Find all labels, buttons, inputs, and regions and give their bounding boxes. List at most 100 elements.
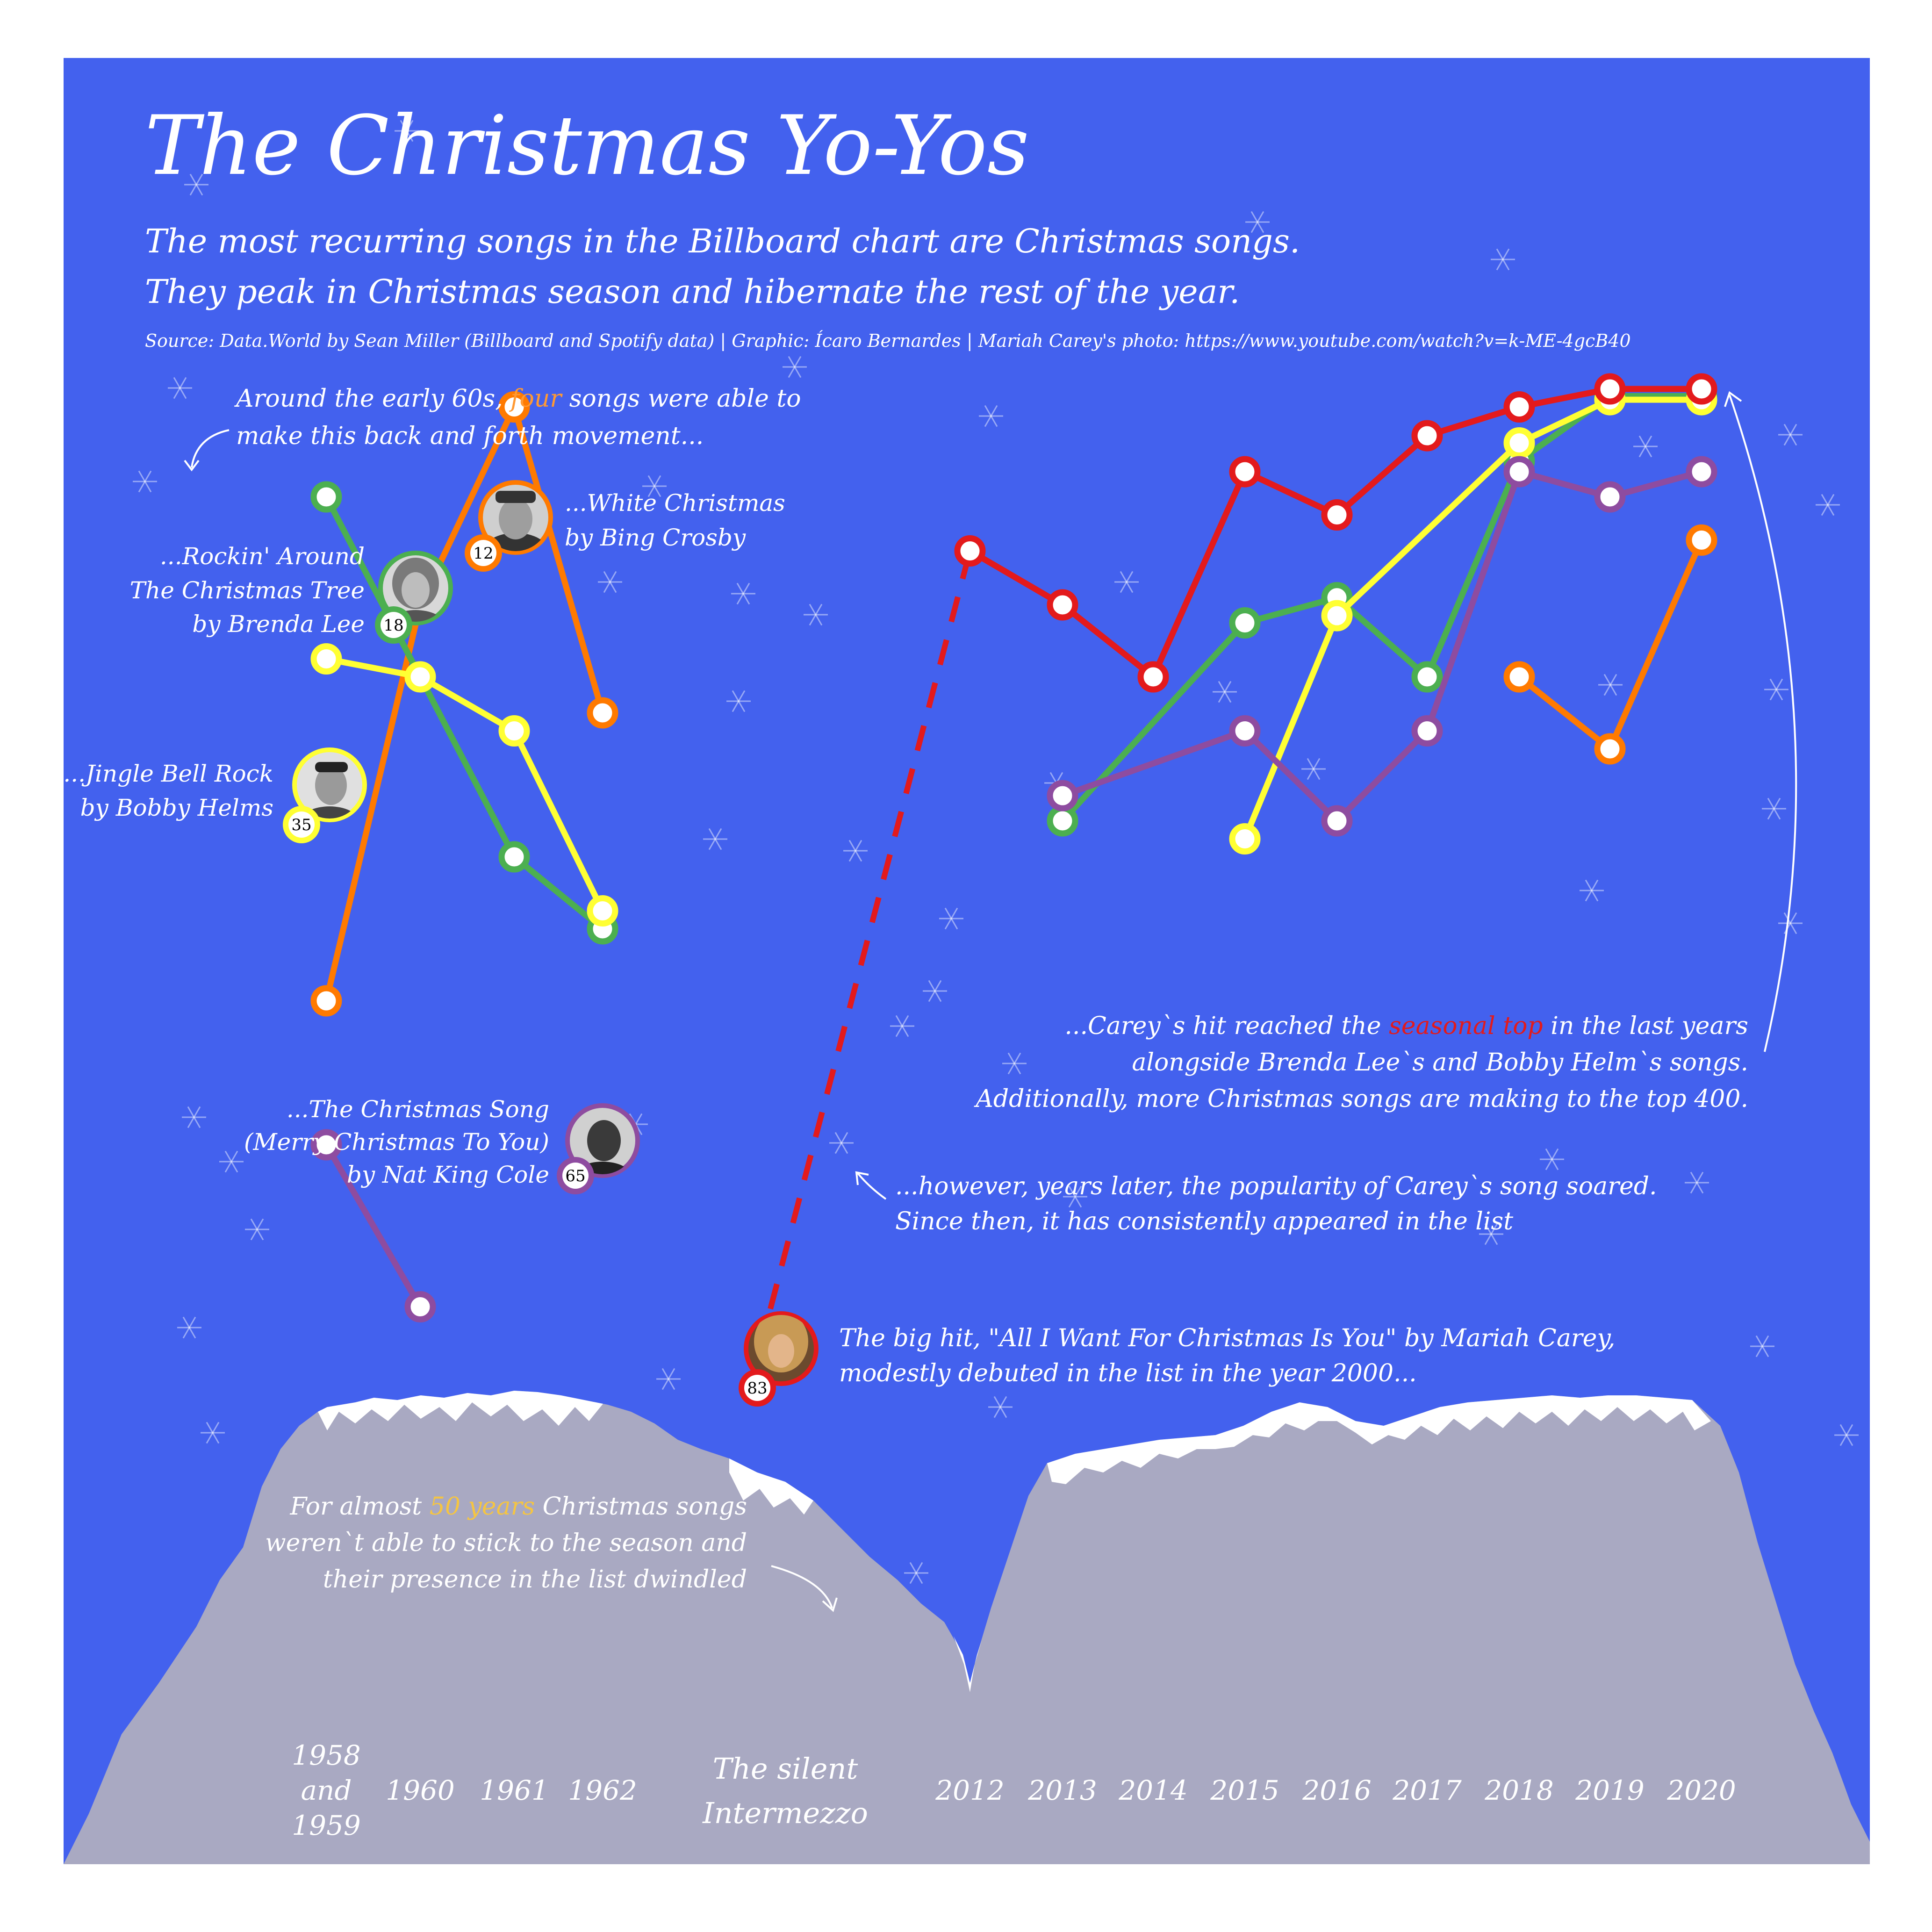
- chart-subtitle-line2: They peak in Christmas season and hibern…: [145, 273, 1240, 311]
- data-point-jingle-bell-rock: [1321, 600, 1353, 632]
- snowflake: [726, 690, 751, 712]
- snowflake: [219, 1150, 244, 1173]
- series-all-i-want: [954, 373, 1717, 693]
- label-white-christmas-2: by Bing Crosby: [565, 524, 746, 551]
- data-point-rockin-around: [1411, 661, 1443, 693]
- data-point-christmas-song: [1686, 456, 1717, 488]
- snowflake: [804, 603, 828, 626]
- label-white-christmas-1: ...White Christmas: [565, 489, 785, 517]
- snowflake: [1479, 1223, 1503, 1245]
- data-point-christmas-song: [1321, 805, 1353, 837]
- snowflake: [1834, 1424, 1859, 1446]
- mountain-silhouette: [64, 1391, 1870, 1864]
- series-christmas-song: [310, 456, 1717, 1322]
- snowflake: [245, 1218, 269, 1241]
- snowflake: [988, 1396, 1013, 1418]
- snowflake: [1213, 681, 1237, 703]
- data-point-jingle-bell-rock: [498, 715, 530, 747]
- x-tick-label: 2013: [1027, 1774, 1097, 1806]
- annotation-soared-arrow: [857, 1172, 887, 1200]
- data-point-white-christmas: [310, 985, 342, 1017]
- data-point-christmas-song: [1594, 481, 1626, 513]
- snowflake: [1762, 797, 1786, 820]
- data-point-white-christmas: [498, 391, 530, 423]
- x-axis-labels: 1958 and 1959 1960 1961 1962 2012 2013 2014 2015 2…: [292, 1739, 1736, 1841]
- annotation-bighit-line1: The big hit, "All I Want For Christmas I…: [839, 1324, 1615, 1352]
- data-point-rockin-around: [1229, 607, 1261, 639]
- snowflake: [979, 405, 1003, 427]
- x-tick-label: 1961: [480, 1774, 549, 1806]
- badge-rockin-around-text: 18: [383, 616, 403, 635]
- x-tick-label: 2020: [1666, 1774, 1736, 1806]
- label-jingle-2: by Bobby Helms: [80, 794, 273, 821]
- avatar-jingle-bell-rock: [292, 747, 367, 822]
- x-tick-label: 2016: [1302, 1774, 1372, 1806]
- snowflake: [184, 173, 208, 196]
- snowflake: [843, 840, 868, 862]
- snowflake: [939, 907, 963, 930]
- snowflake: [182, 1106, 206, 1128]
- snowflake: [1764, 678, 1788, 701]
- annotation-soared-line2: Since then, it has consistently appeared…: [895, 1207, 1513, 1235]
- snowflake: [168, 377, 192, 399]
- data-point-all-i-want: [1229, 456, 1261, 488]
- snowflake: [642, 475, 667, 497]
- mountain-snow-caps: [318, 1391, 1711, 1692]
- annotation-carey-top-line1: ...Carey`s hit reached the seasonal top …: [1064, 1012, 1748, 1040]
- snowflake: [1778, 424, 1803, 446]
- badge-white-christmas-text: 12: [473, 544, 493, 563]
- x-tick-label: 2015: [1210, 1774, 1279, 1806]
- x-tick-label: 2017: [1392, 1774, 1462, 1806]
- snowflake: [1245, 211, 1270, 233]
- data-point-all-i-want: [1686, 373, 1717, 405]
- snowflake: [1301, 758, 1326, 780]
- data-point-all-i-want: [1137, 661, 1169, 693]
- data-point-christmas-song: [404, 1291, 436, 1322]
- snowflake: [904, 1562, 928, 1584]
- series-line-jingle-bell-rock-early: [325, 656, 605, 912]
- snowflake: [1598, 674, 1623, 696]
- x-tick-label: 1962: [568, 1774, 637, 1806]
- annotation-soared-line1: ...however, years later, the popularity …: [895, 1172, 1657, 1200]
- snowflake: [1816, 494, 1840, 516]
- annotation-carey-top-line2: alongside Brenda Lee`s and Bobby Helm`s …: [1132, 1049, 1748, 1077]
- snowflake: [177, 1316, 201, 1339]
- data-point-white-christmas: [1686, 524, 1717, 556]
- annotation-fifty-line2: weren`t able to stick to the season and: [265, 1529, 747, 1557]
- snowflake: [783, 356, 807, 378]
- label-xmas-song-2: (Merry Christmas To You): [244, 1128, 549, 1156]
- annotation-early60s-line1: Around the early 60s, four songs were ab…: [234, 385, 801, 413]
- badge-christmas-song-text: 65: [565, 1167, 585, 1185]
- snowflake: [703, 828, 727, 850]
- data-point-christmas-song: [1503, 456, 1535, 488]
- snowflake: [923, 980, 947, 1002]
- label-jingle-1: ...Jingle Bell Rock: [63, 760, 273, 787]
- series-line-christmas-song-early: [323, 1143, 423, 1308]
- x-tick-label: 1960: [386, 1774, 455, 1806]
- snowflake: [1580, 879, 1604, 902]
- data-point-white-christmas: [1594, 733, 1626, 765]
- annotation-fifty-line1: For almost 50 years Christmas songs: [289, 1493, 747, 1521]
- series-layer: [310, 373, 1717, 1322]
- data-point-all-i-want: [1503, 391, 1535, 423]
- chart-source: Source: Data.World by Sean Miller (Billb…: [145, 330, 1631, 351]
- snowflake: [598, 571, 622, 593]
- label-xmas-song-1: ...The Christmas Song: [287, 1096, 549, 1123]
- data-point-rockin-around: [498, 841, 530, 873]
- data-point-all-i-want: [1411, 420, 1443, 452]
- snowflake: [133, 470, 157, 493]
- data-point-all-i-want: [954, 535, 986, 567]
- annotation-carey-top-line3: Additionally, more Christmas songs are m…: [974, 1085, 1748, 1113]
- data-point-jingle-bell-rock: [310, 643, 342, 675]
- label-rockin-1: ...Rockin' Around: [160, 543, 365, 570]
- snowflake: [1114, 571, 1139, 593]
- data-point-rockin-around: [1047, 805, 1078, 837]
- label-rockin-3: by Brenda Lee: [192, 610, 365, 638]
- snowflake: [829, 1132, 854, 1154]
- data-point-christmas-song: [310, 1129, 342, 1161]
- avatar-white-christmas: [478, 480, 553, 555]
- data-point-christmas-song: [1047, 780, 1078, 812]
- snowflake: [731, 582, 755, 605]
- badge-jingle-bell-rock: 35: [283, 806, 320, 843]
